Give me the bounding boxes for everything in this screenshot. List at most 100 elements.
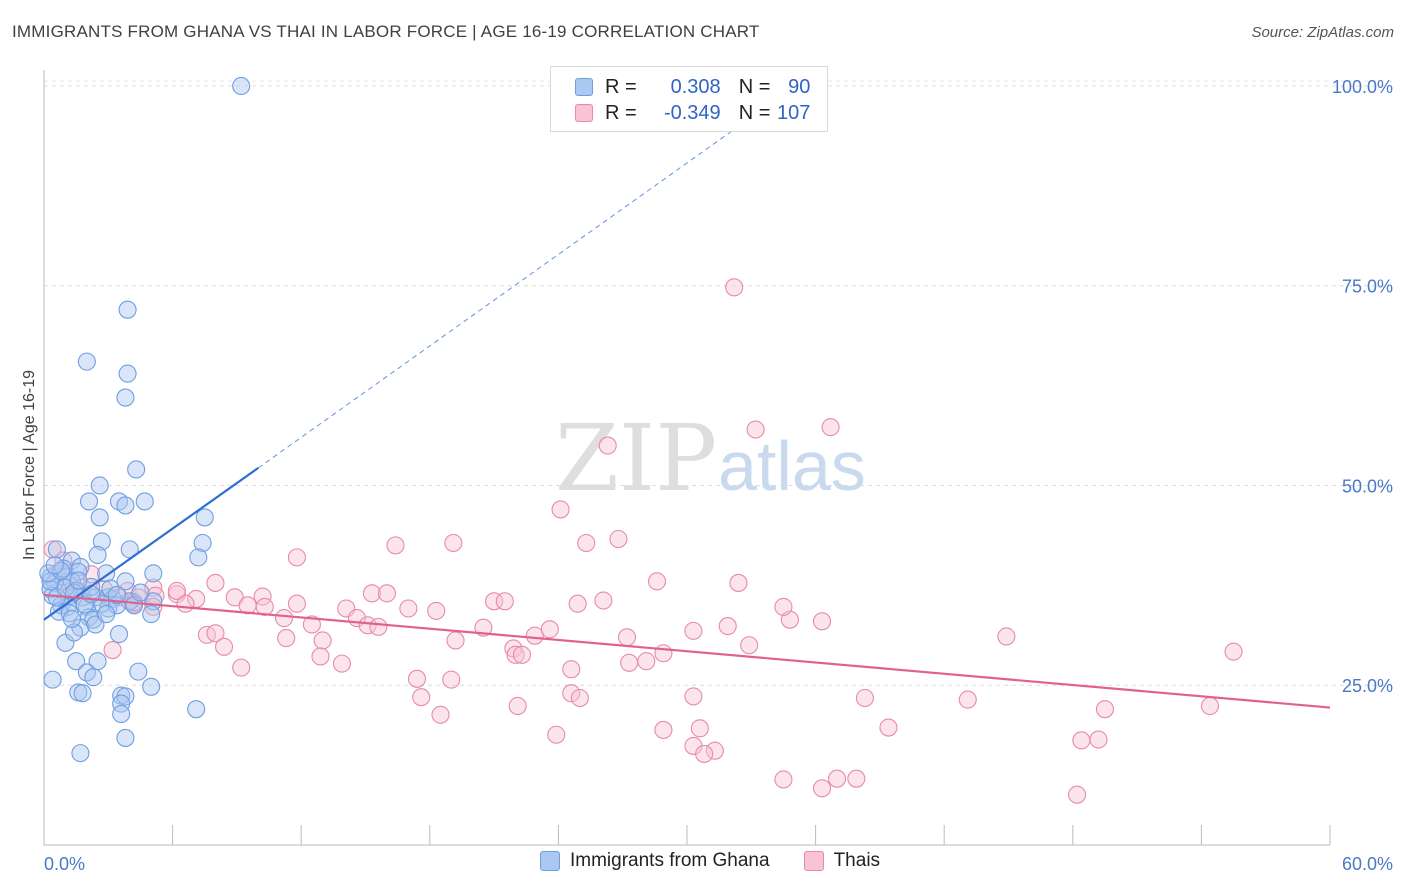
point-thais	[206, 624, 225, 643]
point-thais	[812, 612, 832, 631]
point-thais	[705, 741, 724, 760]
point-ghana	[118, 364, 137, 383]
point-ghana	[92, 532, 111, 551]
watermark-atlas: atlas	[718, 427, 866, 505]
point-thais	[167, 581, 186, 600]
point-ghana	[116, 388, 135, 407]
y-tick-label: 100.0%	[1332, 77, 1393, 97]
point-thais	[740, 636, 759, 655]
point-thais	[225, 588, 244, 607]
point-thais	[654, 644, 673, 663]
point-ghana	[129, 662, 148, 681]
legend-n-label: N =	[738, 75, 771, 98]
point-thais	[562, 660, 581, 679]
point-thais	[1072, 731, 1091, 750]
point-thais	[495, 592, 514, 611]
y-tick-label: 50.0%	[1342, 476, 1393, 496]
point-ghana	[97, 605, 116, 624]
y-tick-label: 25.0%	[1342, 676, 1393, 696]
point-thais	[287, 548, 306, 567]
point-ghana	[127, 460, 146, 479]
point-ghana	[90, 476, 109, 495]
point-ghana	[131, 583, 150, 602]
point-thais	[551, 500, 570, 519]
point-thais	[311, 647, 330, 666]
point-thais	[746, 420, 765, 439]
point-thais	[508, 696, 527, 716]
point-ghana	[47, 540, 66, 559]
point-thais	[287, 594, 306, 613]
point-ghana	[118, 300, 137, 319]
bottom-legend: Immigrants from Ghana Thais	[540, 850, 880, 872]
point-ghana	[109, 625, 129, 644]
point-thais	[362, 584, 381, 603]
trend-line-thais	[43, 593, 1331, 709]
point-thais	[427, 601, 446, 620]
point-ghana	[144, 564, 163, 583]
legend-n-value-thais: 107	[777, 101, 811, 124]
point-thais	[386, 536, 405, 555]
point-thais	[774, 770, 793, 789]
bottom-legend-swatch-ghana	[540, 851, 560, 871]
point-ghana	[187, 700, 206, 719]
point-thais	[206, 573, 225, 592]
bottom-legend-label-thais: Thais	[833, 850, 881, 871]
point-ghana	[62, 609, 81, 628]
legend-r-value-ghana: 0.308	[670, 75, 721, 98]
point-thais	[695, 744, 714, 763]
point-thais	[594, 591, 613, 610]
point-thais	[568, 594, 587, 613]
point-ghana	[45, 556, 64, 575]
point-thais	[827, 769, 847, 788]
trend-extension-ghana	[258, 101, 774, 469]
point-thais	[232, 658, 251, 677]
point-thais	[144, 597, 163, 616]
point-thais	[446, 631, 465, 650]
point-thais	[506, 645, 525, 664]
point-thais	[1089, 730, 1108, 749]
point-ghana	[73, 684, 92, 703]
point-thais	[485, 592, 504, 611]
grid-lines	[44, 80, 1395, 686]
point-ghana	[107, 585, 126, 604]
point-thais	[725, 278, 744, 297]
point-thais	[444, 533, 463, 553]
point-thais	[1224, 642, 1243, 661]
point-thais	[577, 533, 596, 553]
legend-r-label: R =	[605, 101, 637, 124]
point-thais	[103, 641, 122, 660]
point-ghana	[79, 492, 99, 511]
point-thais	[617, 628, 637, 647]
point-thais	[512, 645, 532, 664]
point-thais	[609, 529, 628, 549]
point-ghana	[64, 623, 84, 642]
point-thais	[598, 436, 617, 455]
point-thais	[729, 573, 748, 592]
point-thais	[690, 719, 709, 738]
point-ghana	[71, 744, 90, 763]
point-thais	[684, 621, 703, 640]
point-thais	[562, 684, 581, 703]
point-thais	[958, 690, 977, 709]
trend-lines	[43, 101, 1331, 709]
point-ghana	[116, 496, 135, 515]
y-tick-label: 75.0%	[1342, 277, 1393, 297]
point-ghana	[142, 605, 161, 624]
y-axis-title: In Labor Force | Age 16-19	[21, 370, 38, 560]
point-thais	[1200, 696, 1220, 716]
point-thais	[774, 597, 793, 616]
point-ghana	[77, 352, 96, 371]
point-thais	[620, 653, 639, 672]
point-thais	[637, 652, 656, 671]
point-ghana	[195, 508, 214, 527]
point-thais	[399, 599, 418, 618]
x-tick-label: 60.0%	[1342, 854, 1393, 874]
point-ghana	[112, 704, 131, 724]
legend-row-ghana: R = 0.308 N = 90	[575, 74, 810, 100]
bottom-legend-label-ghana: Immigrants from Ghana	[570, 850, 770, 871]
point-thais	[718, 617, 737, 636]
point-thais	[214, 637, 234, 656]
point-thais	[654, 720, 673, 739]
point-ghana	[142, 677, 161, 696]
point-ghana	[101, 579, 120, 598]
